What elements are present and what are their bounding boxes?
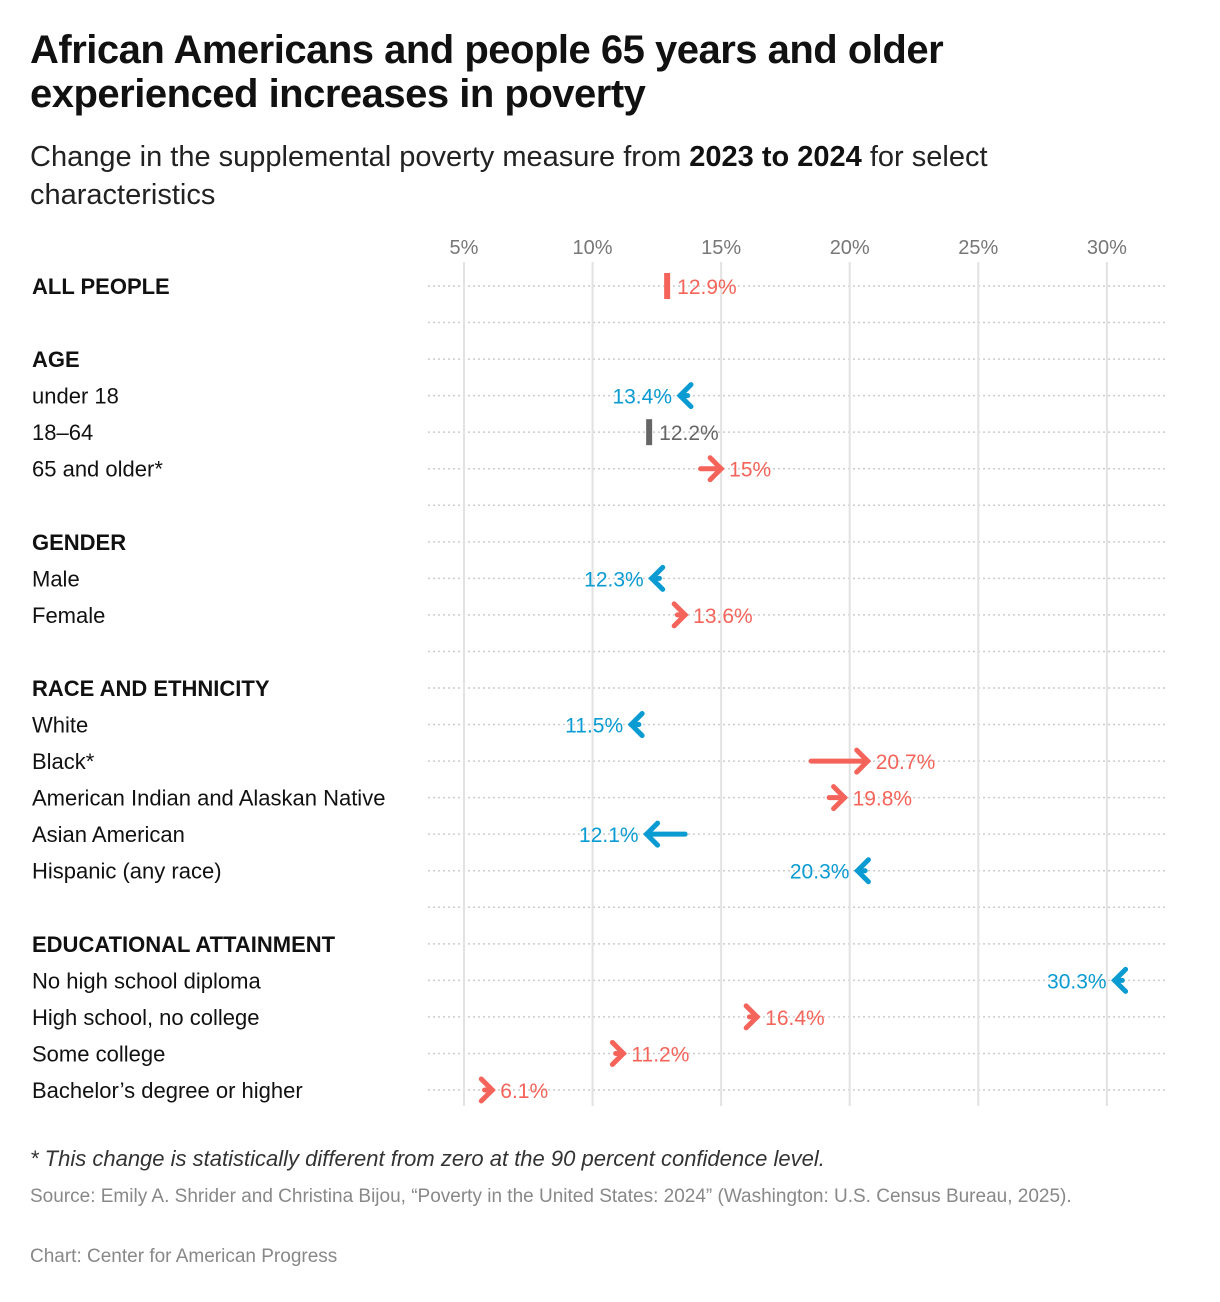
no-change-marker [646, 419, 653, 446]
x-tick-label: 25% [958, 237, 998, 259]
row-label: 18–64 [32, 420, 93, 445]
x-tick-label: 15% [701, 237, 741, 259]
value-label: 20.7% [876, 751, 936, 774]
subtitle-years: 2023 to 2024 [689, 141, 862, 173]
x-tick-label: 5% [450, 237, 479, 259]
arrow-head [676, 382, 694, 410]
row-label: under 18 [32, 384, 119, 409]
arrow-head [707, 455, 725, 483]
arrow-head [643, 820, 661, 848]
value-label: 12.9% [677, 276, 737, 299]
arrow-head [648, 564, 666, 592]
value-label: 12.1% [579, 824, 639, 847]
row-label: High school, no college [32, 1005, 259, 1030]
value-label: 13.6% [693, 605, 753, 628]
row-label: Some college [32, 1041, 165, 1066]
row-header-label: AGE [32, 347, 80, 372]
value-label: 11.5% [565, 715, 623, 738]
arrow-head [854, 747, 872, 775]
row-label: 65 and older* [32, 457, 163, 482]
value-label: 16.4% [765, 1007, 825, 1030]
arrow-head [1111, 966, 1129, 994]
row-label: Asian American [32, 822, 185, 847]
arrow-head [671, 601, 689, 629]
value-label: 19.8% [853, 788, 913, 811]
footnote: * This change is statistically different… [30, 1146, 825, 1171]
value-label: 6.1% [500, 1080, 548, 1103]
value-label: 20.3% [790, 861, 850, 884]
row-header-label: GENDER [32, 530, 126, 555]
arrow-head [831, 784, 849, 812]
row-label: No high school diploma [32, 968, 261, 993]
value-label: 11.2% [631, 1043, 689, 1066]
chart-subtitle: Change in the supplemental poverty measu… [30, 138, 1130, 214]
subtitle-text-end: for select characteristics [30, 141, 988, 211]
arrow-head [853, 857, 871, 885]
value-label: 15% [729, 459, 771, 482]
chart-credit: Chart: Center for American Progress [30, 1246, 338, 1267]
row-label: American Indian and Alaskan Native [32, 786, 385, 811]
value-label: 12.3% [584, 568, 644, 591]
x-tick-label: 30% [1087, 237, 1127, 259]
arrow-head [743, 1003, 761, 1031]
x-tick-label: 10% [573, 237, 613, 259]
row-label: White [32, 713, 88, 738]
subtitle-text: Change in the supplemental poverty measu… [30, 141, 690, 173]
row-label: Female [32, 603, 105, 628]
value-label: 12.2% [659, 422, 719, 445]
arrow-head [478, 1076, 496, 1104]
row-label: Hispanic (any race) [32, 859, 222, 884]
row-label: Bachelor’s degree or higher [32, 1078, 303, 1103]
x-tick-label: 20% [830, 237, 870, 259]
row-label: Male [32, 566, 80, 591]
source-note: Source: Emily A. Shrider and Christina B… [30, 1186, 1072, 1207]
value-label: 13.4% [612, 386, 672, 409]
row-header-label: RACE AND ETHNICITY [32, 676, 270, 701]
arrow-head [609, 1039, 627, 1067]
row-header-label: ALL PEOPLE [32, 274, 170, 299]
row-label: Black* [32, 749, 95, 774]
chart-title: African Americans and people 65 years an… [30, 28, 944, 116]
no-change-marker [664, 273, 671, 299]
row-header-label: EDUCATIONAL ATTAINMENT [32, 932, 336, 957]
arrow-head [627, 711, 645, 739]
value-label: 30.3% [1047, 970, 1107, 993]
